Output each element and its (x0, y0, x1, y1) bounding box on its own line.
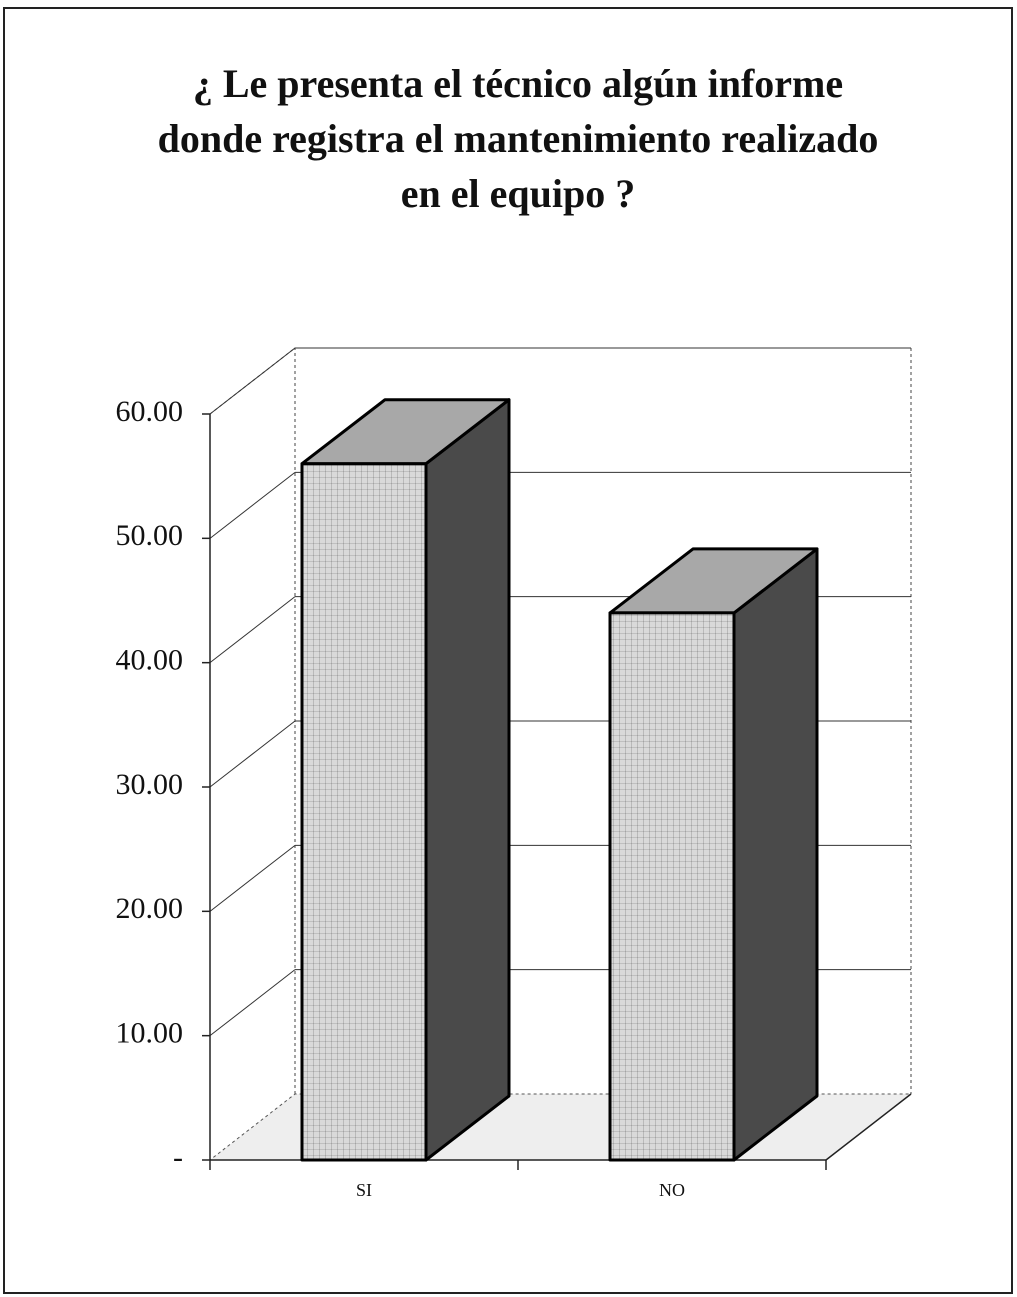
plot-area: - 10.00 20.00 30.00 40.00 50.00 60.00 SI NO (116, 347, 913, 1200)
grid-line (209, 347, 296, 415)
y-tick-label: 50.00 (116, 519, 184, 552)
grid-line (209, 969, 296, 1037)
floor-edge (825, 1093, 912, 1161)
x-tick-label: SI (356, 1180, 372, 1200)
y-tick-label: 10.00 (116, 1017, 184, 1050)
y-tick-label: 30.00 (116, 768, 184, 801)
chart-title: donde registra el mantenimiento realizad… (158, 116, 879, 161)
bar-texture (610, 612, 734, 1160)
bar-side (424, 398, 511, 1162)
bar-texture (302, 463, 426, 1160)
y-tick-label: - (173, 1141, 183, 1174)
grid-line (209, 720, 296, 788)
bar-side (732, 547, 819, 1162)
x-tick-label: NO (659, 1180, 685, 1200)
grid-line (209, 844, 296, 912)
chart-title: ¿ Le presenta el técnico algún informe (193, 61, 843, 106)
frame (3, 7, 1013, 1294)
y-tick-label: 40.00 (116, 644, 184, 677)
y-tick-label: 20.00 (116, 892, 184, 925)
grid-line (209, 471, 296, 539)
chart-title: en el equipo ? (401, 171, 635, 216)
grid-line (209, 596, 296, 664)
y-tick-label: 60.00 (116, 395, 184, 428)
